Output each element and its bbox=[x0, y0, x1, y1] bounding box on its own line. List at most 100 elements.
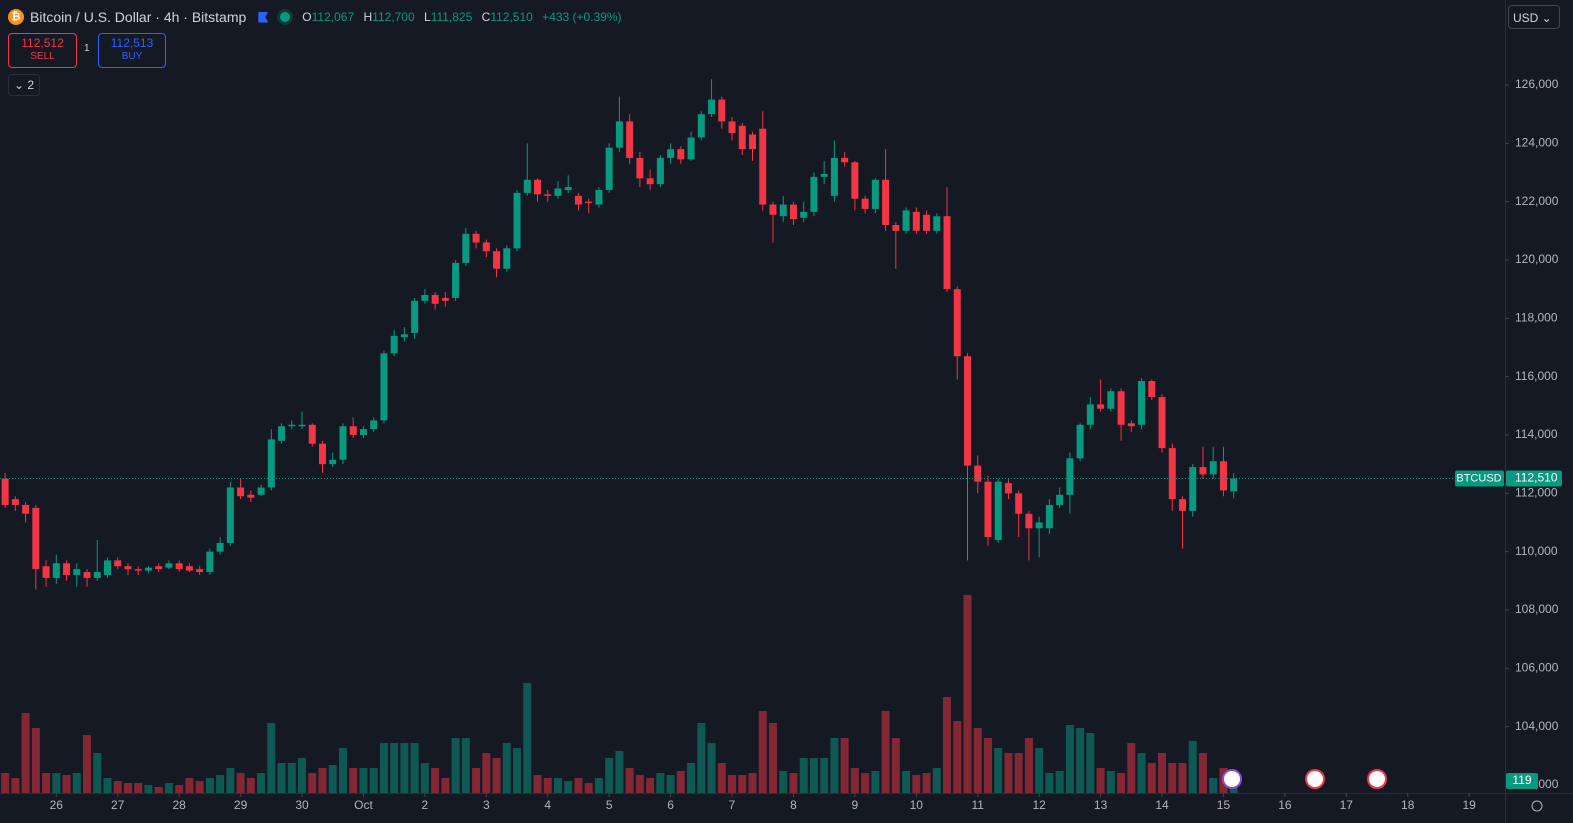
volume-bar bbox=[21, 713, 30, 793]
x-tick-label: 7 bbox=[729, 798, 736, 812]
volume-bar bbox=[953, 721, 962, 793]
candle-body bbox=[749, 134, 756, 150]
volume-bar bbox=[881, 711, 890, 793]
settings-icon[interactable] bbox=[1531, 800, 1543, 812]
volume-bar bbox=[1188, 741, 1197, 793]
indicators-count: 2 bbox=[27, 78, 35, 92]
candle-body bbox=[144, 567, 152, 571]
volume-bar bbox=[553, 778, 562, 793]
candle-body bbox=[1, 478, 9, 505]
candle-body bbox=[646, 178, 654, 185]
volume-bar bbox=[932, 768, 941, 793]
volume-bar bbox=[1086, 733, 1095, 793]
volume-bar bbox=[584, 783, 593, 793]
volume-bar bbox=[1117, 773, 1126, 793]
candle-body bbox=[626, 121, 634, 158]
volume-bar bbox=[820, 758, 829, 793]
x-tick-label: 2 bbox=[422, 798, 429, 812]
candle-body bbox=[912, 211, 920, 231]
volume-bar bbox=[287, 763, 296, 793]
x-tick-label: 12 bbox=[1032, 798, 1046, 812]
y-tick-label: 124,000 bbox=[1515, 135, 1559, 149]
candle-body bbox=[574, 195, 582, 205]
currency-select[interactable]: USD ⌄ bbox=[1508, 5, 1560, 29]
volume-bar bbox=[574, 778, 583, 793]
candle-body bbox=[359, 429, 367, 435]
volume-bar bbox=[533, 775, 542, 793]
buy-button[interactable]: 112,513 BUY bbox=[98, 33, 166, 68]
candle-body bbox=[830, 157, 838, 196]
volume-bar bbox=[1198, 753, 1207, 793]
flag-icon[interactable] bbox=[258, 11, 269, 23]
candle-body bbox=[175, 563, 183, 570]
candle-body bbox=[339, 426, 347, 460]
buy-label: BUY bbox=[121, 51, 143, 62]
candle-body bbox=[185, 566, 193, 571]
candle-body bbox=[1107, 391, 1115, 409]
volume-bar bbox=[359, 768, 368, 793]
volume-bar bbox=[420, 763, 429, 793]
candle-body bbox=[861, 198, 869, 209]
volume-bar bbox=[410, 743, 419, 793]
candle-body bbox=[196, 569, 204, 573]
volume-bar bbox=[850, 768, 859, 793]
candle-body bbox=[165, 563, 173, 568]
volume-bar bbox=[103, 778, 112, 793]
candle-body bbox=[902, 210, 910, 231]
volume-bar bbox=[42, 773, 51, 793]
volume-bar bbox=[472, 768, 481, 793]
candle-body bbox=[1138, 381, 1146, 425]
candle-body bbox=[1148, 381, 1156, 398]
candle-body bbox=[452, 262, 460, 298]
candle-body bbox=[1230, 478, 1238, 492]
volume-bar bbox=[482, 753, 491, 793]
candle-body bbox=[390, 335, 398, 354]
y-tick-label: 106,000 bbox=[1515, 660, 1559, 674]
volume-bar bbox=[799, 758, 808, 793]
candle-body bbox=[513, 192, 521, 249]
volume-bar bbox=[656, 773, 665, 793]
x-tick-label: 8 bbox=[790, 798, 797, 812]
volume-bar bbox=[687, 763, 696, 793]
candle-body bbox=[370, 420, 378, 430]
candle-body bbox=[278, 426, 286, 441]
candle-body bbox=[42, 566, 50, 578]
candle-body bbox=[656, 157, 664, 185]
sell-button[interactable]: 112,512 SELL bbox=[8, 33, 77, 68]
volume-bar bbox=[175, 785, 184, 793]
candle-body bbox=[1056, 494, 1064, 505]
volume-bar bbox=[390, 743, 399, 793]
volume-bar bbox=[861, 773, 870, 793]
change: +433 (+0.39%) bbox=[542, 10, 622, 24]
candle-body bbox=[1066, 458, 1074, 495]
buy-price: 112,513 bbox=[110, 36, 154, 50]
x-tick-label: 26 bbox=[50, 798, 64, 812]
volume-bar bbox=[615, 751, 624, 793]
candle-body bbox=[503, 248, 511, 269]
y-tick-label: 118,000 bbox=[1515, 310, 1558, 324]
coin-icon: ₿ bbox=[8, 9, 24, 25]
x-tick-label: 6 bbox=[667, 798, 674, 812]
candle-body bbox=[1015, 493, 1023, 514]
event-icon bbox=[1305, 769, 1325, 789]
candle-body bbox=[800, 211, 808, 218]
candle-body bbox=[308, 424, 316, 444]
event-icon bbox=[1222, 769, 1242, 789]
sell-label: SELL bbox=[30, 51, 55, 62]
y-tick-label: 122,000 bbox=[1515, 194, 1559, 208]
candle-body bbox=[267, 439, 275, 488]
sell-price: 112,512 bbox=[21, 36, 64, 50]
volume-bar bbox=[451, 738, 460, 793]
volume-bar bbox=[891, 738, 900, 793]
volume-bar bbox=[994, 748, 1003, 793]
candle-body bbox=[1189, 467, 1197, 511]
volume-bar bbox=[400, 743, 409, 793]
volume-bar bbox=[461, 738, 470, 793]
indicators-toggle[interactable]: ⌄ 2 bbox=[8, 74, 40, 96]
candle-body bbox=[554, 188, 562, 196]
candle-body bbox=[677, 149, 685, 160]
symbol-title[interactable]: Bitcoin / U.S. Dollar · 4h · Bitstamp bbox=[30, 9, 247, 25]
volume-bar bbox=[902, 771, 911, 793]
volume-bar bbox=[379, 743, 388, 793]
